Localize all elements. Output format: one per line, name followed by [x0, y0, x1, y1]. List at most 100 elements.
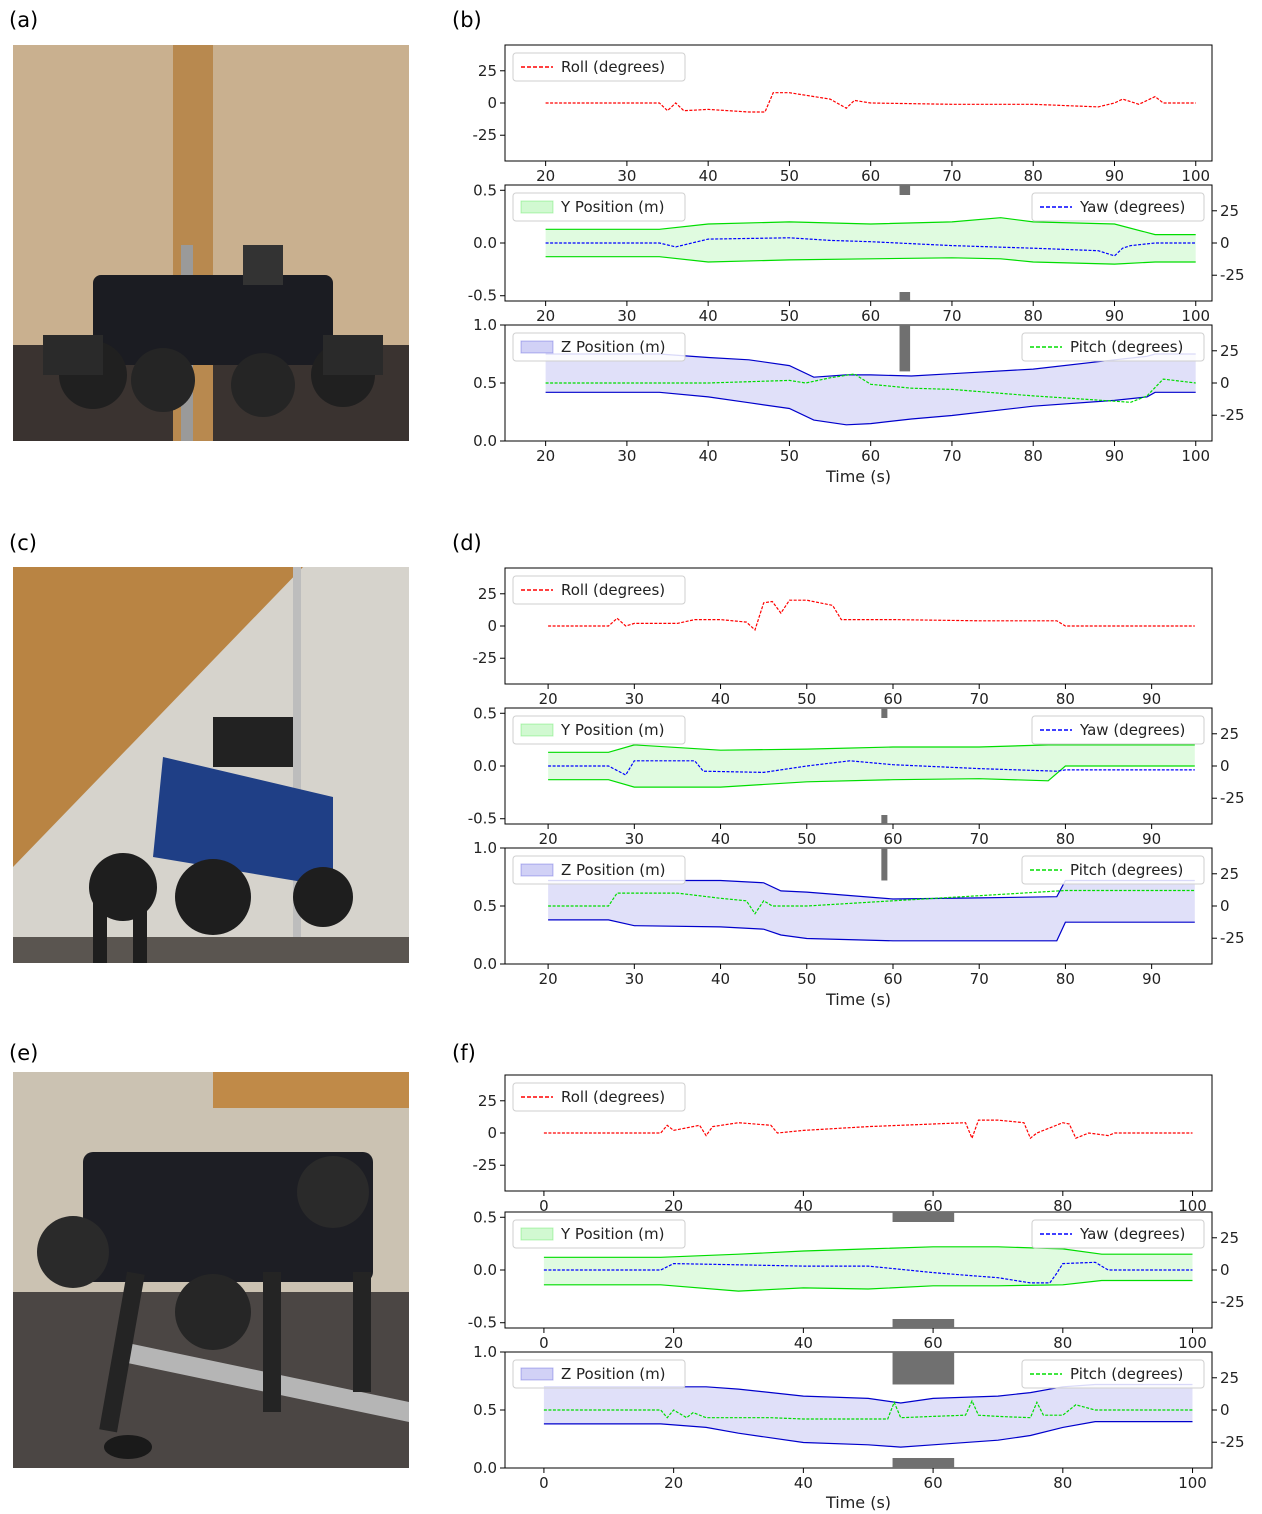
x-tick-label: 20 — [539, 970, 558, 988]
x-tick-label: 90 — [1105, 167, 1124, 185]
subplot-b-roll: 20 30 40 50 60 70 80 90 100 25 0 -25 Roll (degrees) — [473, 44, 1213, 200]
x-tick-label: 70 — [942, 447, 961, 465]
obstacle-bar-mid-bottom — [881, 815, 888, 824]
x-tick-label: 30 — [617, 447, 636, 465]
y2-tick-label: 25 — [1220, 865, 1239, 883]
x-tick-label: 90 — [1105, 447, 1124, 465]
x-tick-label: 70 — [970, 690, 989, 708]
panel-label-f: (f) — [452, 1041, 476, 1065]
z-position-legend-label: Z Position (m) — [561, 338, 666, 356]
z-position-lower-line — [548, 919, 1195, 942]
y-tick-label: 0.5 — [473, 1208, 497, 1226]
obstacle-bar-mid-top — [899, 185, 911, 195]
x-axis-label: Time (s) — [825, 467, 891, 486]
x-tick-label: 50 — [797, 690, 816, 708]
y-tick-label: -0.5 — [468, 1314, 497, 1332]
yaw-series-line — [543, 1261, 1193, 1284]
z-position-legend-box — [512, 1359, 686, 1389]
x-tick-label: 40 — [699, 447, 718, 465]
subplot-b-y-yaw: 20 30 40 50 60 70 80 90 100 0.5 0.0 -0.5 25 0 -25 Y Pos… — [468, 181, 1245, 325]
pitch-legend-box — [1021, 332, 1205, 362]
photo-robot-c — [13, 567, 409, 963]
y-tick-label: 25 — [478, 1092, 497, 1110]
x-tick-label: 20 — [664, 1197, 683, 1215]
x-tick-label: 50 — [780, 167, 799, 185]
y2-tick-label: -25 — [1220, 1293, 1245, 1311]
pitch-series-line — [545, 373, 1196, 403]
y2-tick-label: 25 — [1220, 1369, 1239, 1387]
panel-label-c: (c) — [9, 531, 37, 555]
roll-legend-box — [512, 1082, 686, 1112]
x-tick-label: 90 — [1142, 830, 1161, 848]
obstacle-bar-bottom — [899, 325, 911, 372]
y2-tick-label: 0 — [1220, 757, 1230, 775]
x-tick-label: 30 — [617, 167, 636, 185]
y-tick-label: 0.0 — [473, 1459, 497, 1477]
y-position-upper-line — [548, 744, 1195, 753]
x-tick-label: 20 — [539, 690, 558, 708]
y2-tick-label: 25 — [1220, 1229, 1239, 1247]
photo-robot-e — [13, 1072, 409, 1468]
y-tick-label: 0.0 — [473, 234, 497, 252]
y-position-legend-swatch — [520, 723, 554, 737]
roll-legend-box — [512, 52, 686, 82]
panel-label-b: (b) — [452, 8, 482, 32]
yaw-series-line — [548, 760, 1195, 776]
x-tick-label: 80 — [1024, 167, 1043, 185]
x-axis-label: Time (s) — [825, 1493, 891, 1512]
roll-series-line — [548, 599, 1195, 631]
y2-tick-label: -25 — [1220, 929, 1245, 947]
x-tick-label: 100 — [1181, 447, 1210, 465]
roll-series-line — [543, 1119, 1193, 1140]
x-tick-label: 60 — [924, 1334, 943, 1352]
obstacle-bar-mid-bottom — [899, 292, 911, 301]
pitch-legend-box — [1021, 1359, 1205, 1389]
pitch-series-line — [543, 1399, 1193, 1420]
pitch-legend-label: Pitch (degrees) — [1070, 861, 1183, 879]
x-tick-label: 90 — [1105, 307, 1124, 325]
x-tick-label: 20 — [664, 1474, 683, 1492]
x-tick-label: 90 — [1142, 690, 1161, 708]
x-tick-label: 30 — [617, 307, 636, 325]
y2-tick-label: -25 — [1220, 266, 1245, 284]
x-tick-label: 80 — [1053, 1474, 1072, 1492]
y2-tick-label: 0 — [1220, 234, 1230, 252]
y-tick-label: 25 — [478, 585, 497, 603]
x-tick-label: 20 — [536, 307, 555, 325]
y2-tick-label: -25 — [1220, 1433, 1245, 1451]
panel-label-e: (e) — [9, 1041, 39, 1065]
y-tick-label: 0.0 — [473, 757, 497, 775]
x-tick-label: 50 — [780, 447, 799, 465]
y-tick-label: 0.5 — [473, 704, 497, 722]
subplot-d-roll: 20 30 40 50 60 70 80 90 25 0 -25 Roll (degrees) — [473, 567, 1213, 723]
x-tick-label: 70 — [942, 167, 961, 185]
photo-robot-a — [13, 45, 409, 441]
z-position-legend-swatch — [520, 340, 554, 354]
obstacle-bar-bottom — [881, 848, 888, 881]
x-tick-label: 0 — [539, 1197, 549, 1215]
x-tick-label: 60 — [924, 1197, 943, 1215]
y-position-band — [545, 217, 1196, 265]
y-tick-label: 0.5 — [473, 374, 497, 392]
y-tick-label: 1.0 — [473, 839, 497, 857]
x-tick-label: 100 — [1178, 1474, 1207, 1492]
y-tick-label: 0 — [487, 1124, 497, 1142]
panel-label-a: (a) — [9, 8, 39, 32]
x-tick-label: 100 — [1181, 307, 1210, 325]
yaw-legend-box — [1031, 192, 1205, 222]
x-tick-label: 30 — [625, 970, 644, 988]
x-tick-label: 80 — [1024, 447, 1043, 465]
y2-tick-label: 0 — [1220, 1261, 1230, 1279]
z-position-legend-swatch — [520, 863, 554, 877]
roll-series-line — [545, 92, 1196, 113]
x-tick-label: 100 — [1178, 1197, 1207, 1215]
x-tick-label: 60 — [883, 830, 902, 848]
y-tick-label: -0.5 — [468, 810, 497, 828]
yaw-legend-box — [1031, 1219, 1205, 1249]
x-tick-label: 80 — [1053, 1197, 1072, 1215]
x-tick-label: 20 — [536, 447, 555, 465]
subplot-d-z-pitch: 20 30 40 50 60 70 80 90 1.0 0.5 0.0 25 0 -25 Z Positio… — [473, 839, 1244, 1009]
y-tick-label: 0 — [487, 617, 497, 635]
